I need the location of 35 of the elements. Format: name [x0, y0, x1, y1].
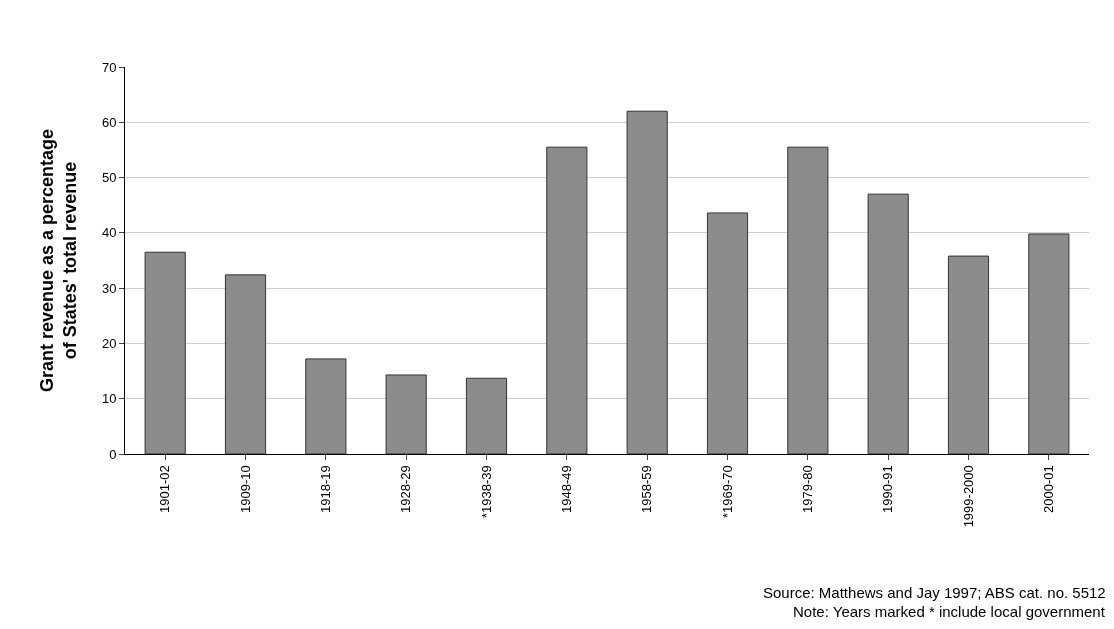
x-tick-label: 2000-01 [1041, 465, 1057, 513]
bar [706, 212, 749, 454]
bar [385, 374, 427, 454]
y-tick-label: 60 [101, 114, 117, 130]
x-tick-label: 1928-29 [398, 465, 414, 513]
x-tick-label: *1969-70 [719, 465, 735, 518]
x-tick-label: 1979-80 [800, 465, 816, 513]
x-tick-label: 1999-2000 [960, 465, 976, 528]
y-tick-label: 30 [101, 280, 117, 296]
x-tick-label: 1901-02 [157, 465, 173, 513]
x-tick-label: *1938-39 [478, 465, 494, 518]
text: Note: Years marked * include local government [793, 603, 1106, 620]
y-tick-label: 0 [109, 446, 117, 462]
y-tick-label: 40 [101, 225, 117, 241]
bar [305, 358, 347, 454]
bar [626, 110, 668, 454]
x-tick-label: 1918-19 [318, 465, 334, 513]
y-tick-label: 20 [101, 335, 117, 351]
x-tick-label: 1958-59 [639, 465, 655, 513]
bar [867, 193, 909, 454]
bar [947, 255, 990, 454]
x-tick-label: 1990-91 [880, 465, 896, 513]
bar [787, 146, 829, 454]
x-tick-label: 1948-49 [559, 465, 575, 513]
bar [144, 251, 186, 454]
source-note: Source: Matthews and Jay 1997; ABS cat. no. 5512 [763, 584, 1106, 601]
bar [1028, 233, 1070, 454]
y-tick-label: 50 [101, 170, 117, 186]
bar [224, 274, 267, 454]
bar [546, 146, 588, 454]
y-tick-label: 10 [101, 391, 117, 407]
bar [465, 377, 508, 454]
y-axis-title: Grant revenue as a percentage of States' total revenue [36, 128, 81, 393]
y-tick-label: 70 [101, 59, 117, 75]
x-tick-label: 1909-10 [237, 465, 253, 513]
